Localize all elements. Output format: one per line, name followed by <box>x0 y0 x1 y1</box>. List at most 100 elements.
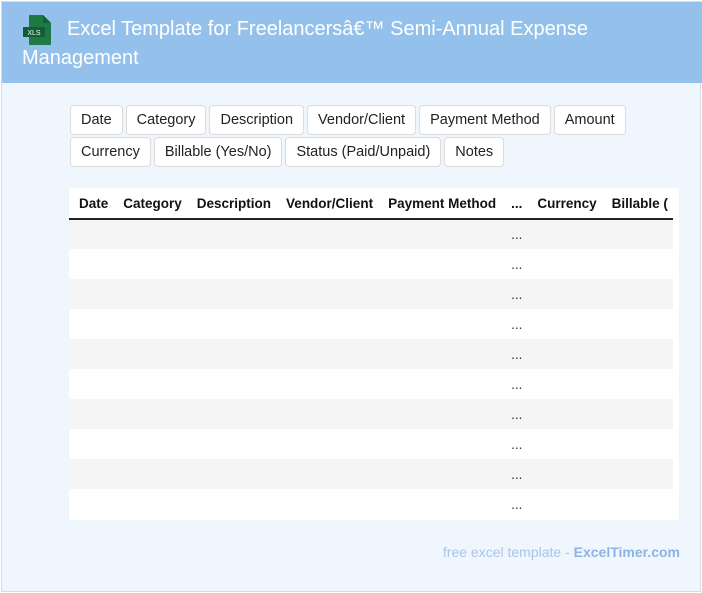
table-cell[interactable]: ... <box>511 496 523 512</box>
table-cell[interactable] <box>276 369 378 399</box>
table-cell[interactable] <box>527 369 601 399</box>
table-cell[interactable] <box>378 429 501 459</box>
table-cell[interactable] <box>187 489 276 519</box>
column-chip[interactable]: Status (Paid/Unpaid) <box>285 137 442 167</box>
column-chip[interactable]: Amount <box>553 105 626 135</box>
table-cell[interactable] <box>187 429 276 459</box>
table-cell[interactable] <box>527 309 601 339</box>
table-cell[interactable] <box>187 249 276 279</box>
column-chip[interactable]: Description <box>209 105 305 135</box>
table-cell[interactable] <box>527 489 601 519</box>
column-chip[interactable]: Notes <box>444 137 505 167</box>
table-cell[interactable] <box>527 219 602 249</box>
table-cell[interactable] <box>527 249 601 279</box>
table-cell[interactable] <box>113 429 187 459</box>
table-cell[interactable] <box>69 279 114 309</box>
table-cell[interactable] <box>602 309 673 339</box>
table-cell[interactable] <box>276 399 379 429</box>
table-cell[interactable] <box>276 249 378 279</box>
table-cell[interactable] <box>276 459 379 489</box>
table-cell[interactable] <box>69 399 114 429</box>
table-cell[interactable] <box>187 309 276 339</box>
table-cell[interactable] <box>69 489 113 519</box>
column-header[interactable]: Payment Method <box>378 188 502 220</box>
table-cell[interactable] <box>69 339 114 369</box>
table-cell[interactable] <box>276 339 379 369</box>
table-cell[interactable] <box>186 339 277 369</box>
table-cell[interactable] <box>602 429 673 459</box>
column-header[interactable]: ... <box>501 188 528 220</box>
table-cell[interactable] <box>602 369 673 399</box>
table-cell[interactable] <box>186 399 277 429</box>
table-cell[interactable]: ... <box>511 316 523 332</box>
table-cell[interactable] <box>69 249 113 279</box>
table-cell[interactable] <box>276 309 378 339</box>
table-cell[interactable] <box>527 429 601 459</box>
table-cell[interactable] <box>378 249 501 279</box>
table-cell[interactable] <box>276 279 379 309</box>
column-header[interactable]: Category <box>113 188 187 220</box>
table-cell[interactable] <box>378 399 502 429</box>
table-cell[interactable] <box>113 279 187 309</box>
table-cell[interactable] <box>378 279 502 309</box>
column-header[interactable]: Date <box>69 188 114 220</box>
table-cell[interactable] <box>378 219 502 249</box>
table-cell[interactable] <box>69 219 114 249</box>
table-cell[interactable] <box>276 489 378 519</box>
table-cell[interactable] <box>601 399 673 429</box>
table-cell[interactable] <box>113 249 187 279</box>
table-cell[interactable] <box>527 339 602 369</box>
column-chip[interactable]: Vendor/Client <box>307 105 417 135</box>
table-cell[interactable] <box>113 309 187 339</box>
table-cell[interactable] <box>276 219 379 249</box>
table-cell[interactable] <box>602 489 673 519</box>
table-cell[interactable]: ... <box>511 256 523 272</box>
table-cell[interactable]: ... <box>511 436 523 452</box>
table-cell[interactable]: ... <box>511 376 523 392</box>
table-cell[interactable] <box>601 219 673 249</box>
table-cell[interactable] <box>186 279 277 309</box>
table-cell[interactable]: ... <box>501 339 528 369</box>
table-cell[interactable] <box>527 279 602 309</box>
table-cell[interactable] <box>527 459 602 489</box>
table-cell[interactable] <box>186 459 277 489</box>
table-cell[interactable] <box>378 489 501 519</box>
footer-brand-link[interactable]: ExcelTimer.com <box>573 544 680 560</box>
column-header[interactable]: Currency <box>527 188 602 220</box>
table-cell[interactable] <box>113 489 187 519</box>
table-cell[interactable] <box>69 369 113 399</box>
column-header[interactable]: Billable ( <box>601 188 673 220</box>
table-cell[interactable] <box>69 429 113 459</box>
table-cell[interactable]: ... <box>501 219 528 249</box>
table-cell[interactable] <box>113 219 187 249</box>
column-chip[interactable]: Payment Method <box>419 105 551 135</box>
table-cell[interactable] <box>113 459 187 489</box>
table-cell[interactable] <box>601 279 673 309</box>
table-cell[interactable]: ... <box>501 279 528 309</box>
column-chip[interactable]: Currency <box>70 137 151 167</box>
table-cell[interactable] <box>378 459 502 489</box>
column-chip[interactable]: Date <box>70 105 123 135</box>
column-header[interactable]: Description <box>186 188 277 220</box>
table-cell[interactable] <box>186 219 277 249</box>
table-cell[interactable] <box>69 459 114 489</box>
expense-table-container[interactable]: Date Category Description Vendor/Client Paym… <box>69 188 679 520</box>
table-cell[interactable] <box>113 369 187 399</box>
table-cell[interactable] <box>113 399 187 429</box>
table-cell[interactable] <box>378 369 501 399</box>
table-cell[interactable] <box>378 309 501 339</box>
column-header[interactable]: Vendor/Client <box>276 188 379 220</box>
table-cell[interactable] <box>69 309 113 339</box>
table-cell[interactable] <box>602 249 673 279</box>
table-cell[interactable]: ... <box>501 459 528 489</box>
table-cell[interactable] <box>378 339 502 369</box>
table-cell[interactable] <box>601 339 673 369</box>
table-cell[interactable] <box>113 339 187 369</box>
table-cell[interactable] <box>187 369 276 399</box>
column-chip[interactable]: Billable (Yes/No) <box>153 137 283 167</box>
column-chip[interactable]: Category <box>125 105 207 135</box>
table-cell[interactable] <box>527 399 602 429</box>
table-cell[interactable] <box>276 429 378 459</box>
table-cell[interactable]: ... <box>501 399 528 429</box>
table-cell[interactable] <box>601 459 673 489</box>
